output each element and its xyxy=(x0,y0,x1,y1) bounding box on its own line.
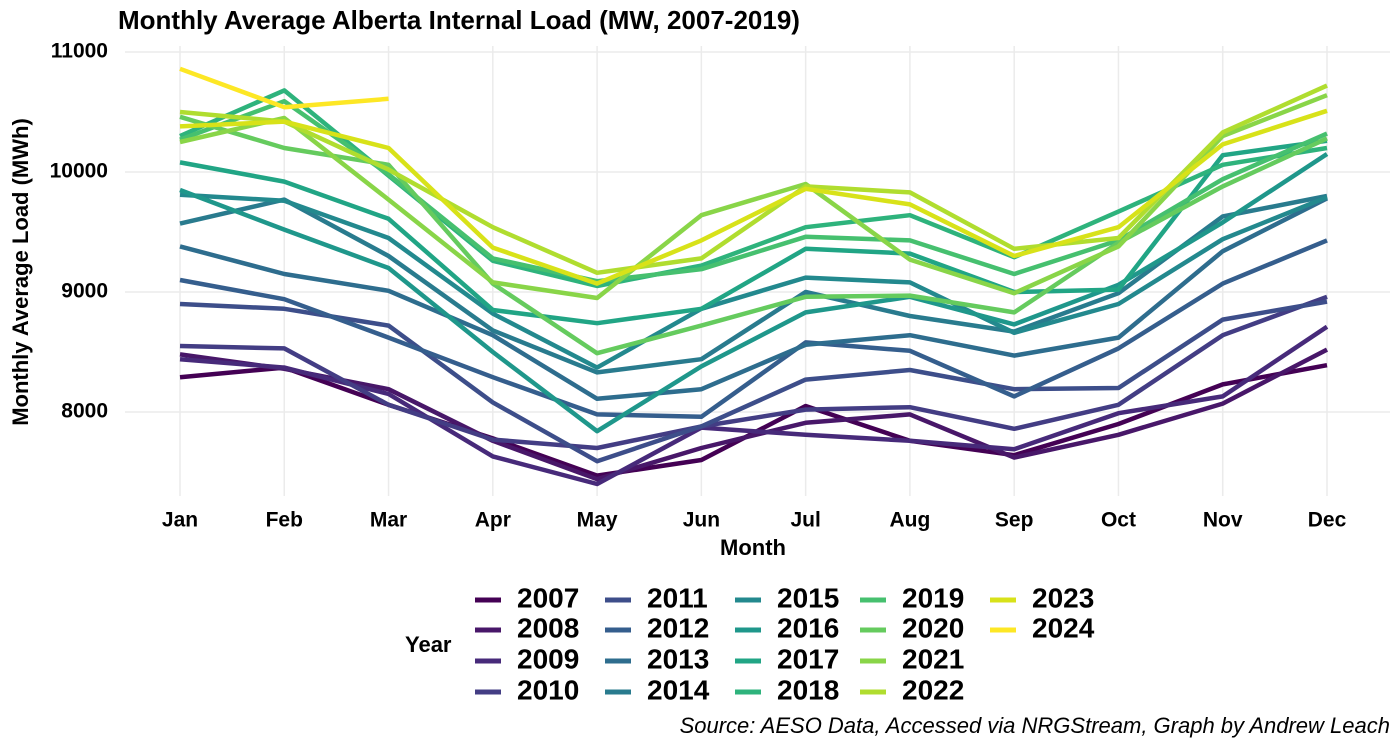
x-tick-label: Dec xyxy=(1308,509,1347,532)
legend-label: 2013 xyxy=(647,643,709,674)
legend-label: 2024 xyxy=(1032,612,1095,643)
caption: Source: AESO Data, Accessed via NRGStrea… xyxy=(680,713,1390,738)
line xyxy=(179,108,1328,286)
x-axis-label: Month xyxy=(720,535,786,560)
legend-label: 2022 xyxy=(902,674,964,705)
line xyxy=(179,299,1328,464)
legend-label: 2017 xyxy=(777,643,839,674)
legend-label: 2012 xyxy=(647,612,709,643)
legend-label: 2011 xyxy=(647,582,708,613)
line xyxy=(179,138,1328,326)
line xyxy=(179,347,1329,482)
y-tick-label: 10000 xyxy=(50,160,108,183)
legend-label: 2019 xyxy=(902,582,964,613)
legend-label: 2018 xyxy=(777,674,839,705)
x-tick-label: Jul xyxy=(790,509,820,532)
y-tick-label: 8000 xyxy=(61,400,108,423)
y-axis-label: Monthly Average Load (MWh) xyxy=(8,118,33,426)
line xyxy=(179,152,1329,434)
legend-label: 2021 xyxy=(902,643,964,674)
legend-title: Year xyxy=(405,632,452,657)
x-tick-label: Sep xyxy=(995,509,1034,532)
legend-label: 2014 xyxy=(647,674,710,705)
y-tick-label: 11000 xyxy=(51,40,108,63)
line xyxy=(179,66,389,110)
legend-label: 2010 xyxy=(517,674,579,705)
line xyxy=(179,324,1329,487)
x-tick-label: Jan xyxy=(162,509,198,532)
legend-label: 2023 xyxy=(1032,582,1094,613)
line xyxy=(179,93,1328,301)
x-tick-label: Mar xyxy=(370,509,407,532)
line xyxy=(179,196,1329,402)
y-tick-label: 9000 xyxy=(61,280,108,303)
line xyxy=(179,192,1328,370)
legend-label: 2016 xyxy=(777,612,839,643)
x-tick-label: Nov xyxy=(1203,509,1243,532)
line xyxy=(179,83,1328,276)
legend-label: 2015 xyxy=(777,582,839,613)
line xyxy=(179,193,1328,375)
line xyxy=(179,238,1328,420)
x-tick-label: Jun xyxy=(683,509,720,532)
legend-label: 2007 xyxy=(517,582,579,613)
legend-label: 2020 xyxy=(902,612,964,643)
chart-title: Monthly Average Alberta Internal Load (M… xyxy=(118,5,800,35)
x-tick-label: Feb xyxy=(266,509,303,532)
x-tick-label: Oct xyxy=(1101,509,1136,532)
x-tick-label: Aug xyxy=(889,509,930,532)
line xyxy=(179,294,1328,451)
x-tick-label: May xyxy=(577,509,618,532)
legend-label: 2008 xyxy=(517,612,579,643)
x-tick-label: Apr xyxy=(475,509,511,532)
legend-label: 2009 xyxy=(517,643,579,674)
